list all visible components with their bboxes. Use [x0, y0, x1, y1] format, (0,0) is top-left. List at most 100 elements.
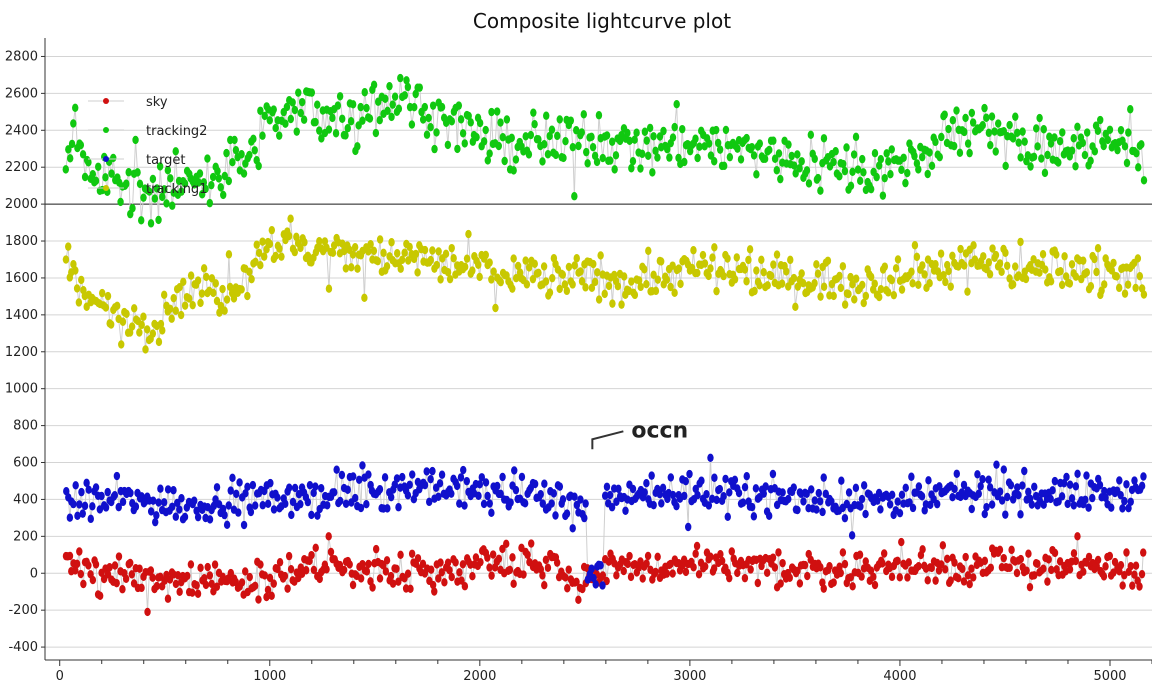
tracking1-point: [971, 255, 979, 264]
target-point: [862, 509, 869, 519]
target-point: [363, 500, 370, 509]
target-point: [1060, 479, 1068, 488]
sky-point: [801, 560, 809, 570]
tracking2-point: [220, 190, 227, 200]
tracking2-point: [454, 144, 461, 154]
target-point: [193, 506, 200, 516]
target-point: [918, 492, 926, 501]
target-point: [310, 488, 317, 498]
tracking2-point: [805, 179, 813, 188]
sky-point: [894, 556, 901, 566]
target-point: [1058, 492, 1066, 501]
tracking2-point: [293, 127, 300, 136]
tracking1-point: [970, 241, 977, 250]
tracking2-point: [386, 81, 393, 91]
tracking2-point: [508, 133, 515, 143]
target-point: [76, 500, 83, 509]
target-point: [667, 473, 675, 482]
target-point: [66, 513, 74, 522]
tracking2-point: [777, 174, 784, 184]
target-point: [223, 520, 231, 530]
series-connector: [777, 552, 782, 584]
series-connector: [1122, 267, 1126, 294]
target-point: [794, 505, 801, 515]
tracking2-point: [419, 115, 427, 124]
tracking2-point: [357, 102, 364, 112]
series-connector: [139, 183, 142, 221]
tracking2-point: [843, 143, 850, 152]
tracking2-point: [476, 118, 484, 128]
series-connector: [570, 495, 574, 529]
tracking2-point: [147, 219, 155, 228]
target-point: [925, 476, 932, 485]
target-point: [760, 489, 767, 498]
data-points: [62, 73, 1148, 617]
tracking1-point: [1140, 290, 1148, 299]
tracking1-point: [851, 295, 858, 304]
target-point: [659, 483, 667, 493]
target-point: [333, 465, 340, 474]
sky-point: [164, 594, 172, 603]
target-point: [581, 513, 588, 523]
series-connector: [379, 239, 383, 272]
sky-point: [1129, 581, 1136, 590]
tracking1-point: [811, 279, 818, 288]
target-point: [577, 495, 584, 504]
tracking2-point: [1140, 176, 1148, 185]
sky-point: [149, 573, 156, 582]
sky-point: [268, 591, 275, 601]
sky-point: [880, 549, 888, 558]
tracking2-point: [163, 199, 170, 208]
tracking1-point: [1093, 267, 1100, 277]
tracking2-point: [266, 116, 273, 125]
tracking2-point: [62, 165, 69, 174]
target-point: [83, 478, 90, 488]
tracking1-point: [605, 281, 613, 291]
tracking2-point: [486, 149, 493, 158]
target-point: [722, 474, 729, 484]
sky-point: [763, 568, 771, 577]
target-point: [1101, 486, 1108, 496]
sky-point: [85, 561, 92, 570]
tracking2-point: [541, 140, 548, 149]
target-point: [592, 580, 599, 589]
series-connector: [952, 120, 955, 147]
target-point: [497, 489, 504, 499]
tracking1-point: [525, 263, 533, 272]
tracking2-point: [775, 149, 783, 158]
tracking2-point: [66, 154, 74, 163]
target-point: [406, 480, 413, 489]
tracking2-point: [608, 137, 616, 146]
tracking2-point: [459, 129, 467, 138]
series-connector: [723, 129, 727, 166]
target-point: [78, 487, 85, 497]
series-connector: [75, 485, 78, 516]
tracking2-point: [1009, 134, 1017, 143]
tracking2-point: [117, 197, 124, 207]
sky-point: [284, 584, 291, 593]
tracking2-point: [314, 100, 321, 109]
series-connector: [778, 153, 781, 180]
series-connector: [842, 266, 846, 305]
sky-point: [837, 568, 844, 578]
tracking2-point: [639, 149, 646, 159]
target-point: [113, 471, 121, 481]
tracking1-point: [694, 268, 701, 278]
target-point: [1102, 493, 1109, 502]
sky-point: [964, 571, 972, 580]
sky-point: [544, 563, 552, 572]
tracking1-point: [1094, 244, 1102, 253]
tracking1-point: [921, 270, 928, 279]
tracking1-point: [297, 243, 304, 253]
tracking1-point: [582, 283, 589, 292]
tracking2-point: [840, 159, 847, 169]
target-point: [590, 573, 597, 583]
target-point: [488, 508, 495, 518]
target-point: [1015, 490, 1022, 500]
target-point: [384, 504, 391, 513]
target-point: [597, 561, 604, 570]
sky-point: [172, 579, 180, 589]
sky-point: [325, 532, 332, 541]
tracking1-point: [186, 294, 193, 303]
tracking2-point: [711, 157, 718, 166]
